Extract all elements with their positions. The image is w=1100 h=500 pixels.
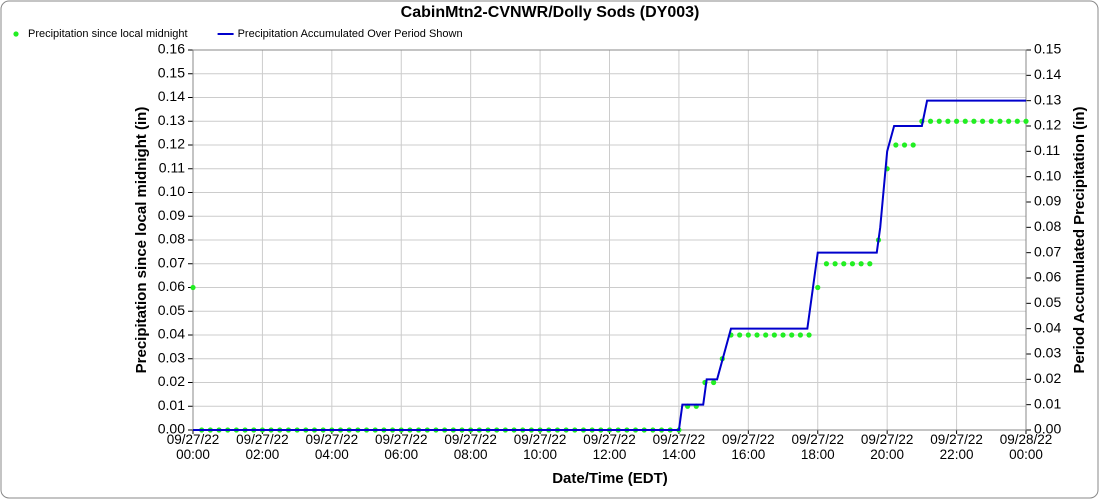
y-tick-label: 0.14	[158, 88, 185, 104]
point	[910, 142, 916, 148]
y2-tick-label: 0.09	[1034, 193, 1061, 209]
point	[849, 261, 856, 267]
y2-tick-label: 0.12	[1034, 117, 1061, 133]
point	[962, 118, 968, 124]
y-tick-label: 0.15	[158, 64, 185, 80]
y-tick-label: 0.08	[158, 231, 185, 247]
point	[806, 332, 812, 338]
y2-tick-label: 0.10	[1034, 167, 1061, 183]
y-tick-label: 0.04	[158, 326, 185, 342]
y2-axis-label: Period Accumulated Precipitation (in)	[1071, 107, 1088, 374]
y2-tick-label: 0.15	[1034, 41, 1061, 57]
y2-tick-label: 0.07	[1034, 243, 1061, 259]
y2-tick-label: 0.04	[1034, 319, 1061, 335]
point	[815, 284, 821, 291]
x-tick-label: 09/27/22 00:00	[166, 432, 220, 462]
point	[789, 332, 795, 338]
point	[771, 332, 777, 338]
y-tick-label: 0.16	[158, 41, 185, 57]
y-tick-label: 0.01	[158, 397, 185, 413]
point	[711, 379, 717, 386]
y2-tick-label: 0.08	[1034, 218, 1061, 234]
y-tick-label: 0.13	[158, 112, 185, 128]
point	[988, 118, 994, 124]
point	[737, 332, 743, 338]
y-tick-label: 0.00	[158, 421, 185, 437]
point	[754, 332, 760, 338]
y2-tick-label: 0.05	[1034, 294, 1061, 310]
x-tick-label: 09/27/22 18:00	[791, 432, 845, 462]
x-tick-label: 09/27/22 16:00	[722, 432, 775, 462]
line	[193, 99, 1026, 431]
point	[971, 118, 977, 124]
y2-tick-label: 0.14	[1034, 66, 1061, 82]
x-tick-label: 09/27/22 02:00	[236, 432, 289, 462]
point	[1023, 118, 1029, 124]
point	[832, 261, 838, 267]
point	[936, 118, 942, 124]
y-tick-label: 0.07	[158, 254, 185, 270]
y-tick-label: 0.09	[158, 207, 185, 223]
point	[893, 142, 899, 148]
y-tick-label: 0.06	[158, 278, 185, 294]
y-tick-label: 0.05	[158, 302, 185, 318]
y2-tick-label: 0.13	[1034, 91, 1061, 107]
x-tick-label: 09/27/22 06:00	[374, 432, 428, 462]
y2-tick-label: 0.02	[1034, 370, 1061, 386]
y-tick-label: 0.03	[158, 349, 185, 365]
point	[763, 332, 769, 338]
x-tick-label: 09/27/22 12:00	[583, 432, 636, 462]
point	[901, 142, 908, 148]
point	[797, 332, 803, 338]
x-tick-label: 09/27/22 08:00	[444, 432, 497, 462]
point	[953, 118, 960, 124]
y2-tick-label: 0.06	[1034, 269, 1061, 285]
point	[1006, 118, 1012, 124]
point	[1014, 118, 1020, 124]
legend-label: Precipitation Accumulated Over Period Sh…	[238, 28, 463, 40]
y-tick-label: 0.02	[158, 373, 185, 389]
x-tick-label: 09/27/22 22:00	[930, 432, 983, 462]
point	[945, 118, 951, 124]
point	[980, 118, 986, 124]
point	[841, 261, 847, 267]
y2-tick-label: 0.03	[1034, 345, 1061, 361]
point	[190, 284, 196, 291]
y2-tick-label: 0.00	[1034, 421, 1061, 437]
x-tick-label: 09/27/22 20:00	[860, 432, 914, 462]
point	[780, 332, 786, 338]
x-tick-label: 09/27/22 14:00	[652, 432, 706, 462]
x-axis-label: Date/Time (EDT)	[552, 470, 668, 487]
legend-label: Precipitation since local midnight	[28, 28, 188, 40]
point	[745, 332, 751, 338]
y-tick-label: 0.12	[158, 136, 185, 152]
x-tick-label: 09/28/22 00:00	[999, 432, 1053, 462]
y2-tick-label: 0.11	[1034, 142, 1060, 158]
y-tick-label: 0.10	[158, 183, 185, 199]
point	[823, 261, 830, 267]
point	[927, 118, 934, 124]
x-tick-label: 09/27/22 10:00	[513, 432, 567, 462]
x-tick-label: 09/27/22 04:00	[305, 432, 359, 462]
y-tick-label: 0.11	[159, 159, 185, 175]
legend-marker	[13, 31, 19, 37]
point	[867, 261, 873, 267]
point	[858, 261, 864, 267]
y2-tick-label: 0.01	[1034, 395, 1061, 411]
chart-title: CabinMtn2-CVNWR/Dolly Sods (DY003)	[401, 4, 700, 21]
point	[997, 118, 1003, 124]
y-axis-label: Precipitation since local midnight (in)	[133, 107, 150, 374]
